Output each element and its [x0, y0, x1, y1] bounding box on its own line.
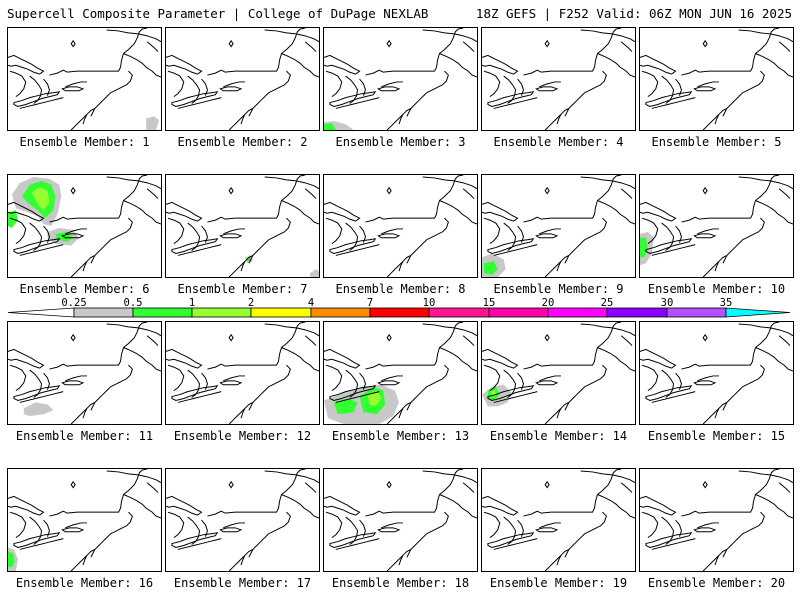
- colorbar-tick-label: 15: [482, 297, 496, 309]
- map-graphic: [482, 322, 635, 424]
- colorbar-segment: [132, 307, 193, 318]
- map-graphic: [640, 28, 793, 130]
- member-label: Ensemble Member: 17: [173, 576, 312, 590]
- colorbar-tick-label: 0.5: [123, 297, 143, 309]
- colorbar-tick-label: 7: [366, 297, 374, 309]
- colorbar-segment: [606, 307, 668, 318]
- member-label: Ensemble Member: 18: [331, 576, 470, 590]
- member-label: Ensemble Member: 9: [493, 282, 624, 296]
- colorbar-segment: [191, 307, 252, 318]
- member-label: Ensemble Member: 19: [489, 576, 628, 590]
- colorbar-low-arrow: [7, 307, 75, 318]
- map-panel-member-5: [639, 27, 794, 131]
- member-label: Ensemble Member: 1: [19, 135, 150, 149]
- map-panel-member-6: [7, 174, 162, 278]
- member-label: Ensemble Member: 3: [335, 135, 466, 149]
- member-label: Ensemble Member: 10: [647, 282, 786, 296]
- colorbar-segment: [488, 307, 549, 318]
- map-graphic: [482, 469, 635, 571]
- map-graphic: [324, 175, 477, 277]
- member-label: Ensemble Member: 13: [331, 429, 470, 443]
- map-panel-member-1: [7, 27, 162, 131]
- member-label: Ensemble Member: 20: [647, 576, 786, 590]
- valid-time: 18Z GEFS | F252 Valid: 06Z MON JUN 16 20…: [475, 6, 792, 21]
- colorbar-tick-label: 20: [541, 297, 555, 309]
- map-graphic: [640, 322, 793, 424]
- map-graphic: [482, 28, 635, 130]
- member-label: Ensemble Member: 5: [651, 135, 782, 149]
- colorbar-tick-label: 2: [247, 297, 255, 309]
- map-graphic: [166, 469, 319, 571]
- map-panel-member-7: [165, 174, 320, 278]
- map-graphic: [640, 469, 793, 571]
- colorbar-tick-label: 1: [188, 297, 196, 309]
- map-graphic: [8, 322, 161, 424]
- map-panel-member-16: [7, 468, 162, 572]
- colorbar-segment: [369, 307, 430, 318]
- colorbar-segment: [547, 307, 608, 318]
- map-panel-member-10: [639, 174, 794, 278]
- map-panel-member-9: [481, 174, 636, 278]
- member-label: Ensemble Member: 4: [493, 135, 624, 149]
- member-label: Ensemble Member: 11: [15, 429, 154, 443]
- colorbar-segment: [310, 307, 371, 318]
- map-panel-member-2: [165, 27, 320, 131]
- colorbar-segment: [250, 307, 312, 318]
- colorbar-segment: [666, 307, 727, 318]
- map-graphic: [8, 28, 161, 130]
- map-graphic: [482, 175, 635, 277]
- colorbar-tick-label: 25: [600, 297, 614, 309]
- member-label: Ensemble Member: 12: [173, 429, 312, 443]
- colorbar-tick-label: 35: [719, 297, 733, 309]
- color-scale-bar: [7, 307, 791, 318]
- map-graphic: [324, 322, 477, 424]
- map-panel-member-19: [481, 468, 636, 572]
- map-panel-member-12: [165, 321, 320, 425]
- map-graphic: [324, 28, 477, 130]
- colorbar-segment: [73, 307, 134, 318]
- colorbar-tick-label: 30: [660, 297, 674, 309]
- member-label: Ensemble Member: 7: [177, 282, 308, 296]
- member-label: Ensemble Member: 2: [177, 135, 308, 149]
- map-panel-member-13: [323, 321, 478, 425]
- map-panel-member-18: [323, 468, 478, 572]
- map-graphic: [8, 469, 161, 571]
- map-graphic: [8, 175, 161, 277]
- map-panel-member-11: [7, 321, 162, 425]
- colorbar-high-arrow: [725, 307, 791, 318]
- member-label: Ensemble Member: 16: [15, 576, 154, 590]
- map-panel-member-8: [323, 174, 478, 278]
- product-title: Supercell Composite Parameter | College …: [7, 6, 429, 21]
- map-graphic: [166, 322, 319, 424]
- colorbar-tick-label: 10: [422, 297, 436, 309]
- colorbar-tick-label: 0.25: [61, 297, 87, 309]
- member-label: Ensemble Member: 15: [647, 429, 786, 443]
- colorbar-segment: [428, 307, 490, 318]
- member-label: Ensemble Member: 14: [489, 429, 628, 443]
- map-panel-member-17: [165, 468, 320, 572]
- map-graphic: [166, 28, 319, 130]
- map-graphic: [166, 175, 319, 277]
- colorbar-tick-label: 4: [307, 297, 315, 309]
- map-graphic: [324, 469, 477, 571]
- member-label: Ensemble Member: 8: [335, 282, 466, 296]
- map-panel-member-20: [639, 468, 794, 572]
- map-panel-member-3: [323, 27, 478, 131]
- map-panel-member-15: [639, 321, 794, 425]
- member-label: Ensemble Member: 6: [19, 282, 150, 296]
- map-panel-member-14: [481, 321, 636, 425]
- map-graphic: [640, 175, 793, 277]
- map-panel-member-4: [481, 27, 636, 131]
